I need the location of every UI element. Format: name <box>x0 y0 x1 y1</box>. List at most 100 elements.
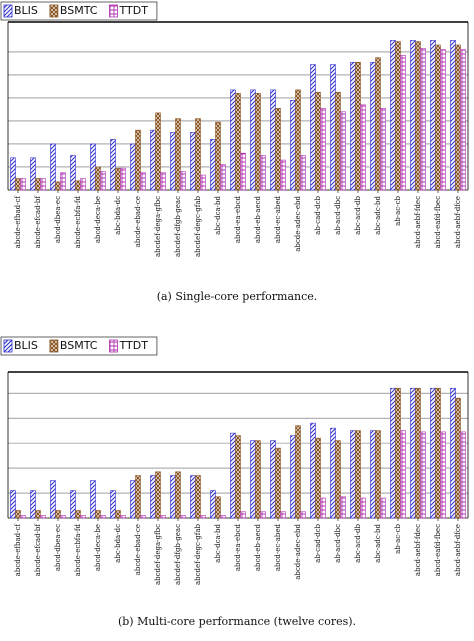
bar <box>430 40 436 191</box>
bar <box>95 510 101 519</box>
bar <box>175 118 181 191</box>
bar <box>215 121 221 191</box>
x-tick-label: abcde-efbad-cf <box>14 523 22 577</box>
bar <box>115 167 121 191</box>
bar <box>290 99 296 191</box>
x-tick-label: abc-adc-bd <box>374 523 382 562</box>
bar <box>340 111 346 191</box>
x-tick-label: ab-acd-dbc <box>334 196 342 235</box>
bar <box>220 164 226 191</box>
bar <box>300 511 306 519</box>
bar <box>340 496 346 519</box>
bar <box>130 143 136 191</box>
bar <box>170 132 176 191</box>
x-tick-label: abc-acd-db <box>354 523 362 562</box>
bar <box>280 159 286 191</box>
legend-swatch <box>3 4 13 18</box>
x-tick-label: abc-dca-bd <box>214 523 222 562</box>
bar <box>10 157 16 191</box>
bar <box>40 178 46 191</box>
bar <box>210 490 216 519</box>
bar <box>270 440 276 519</box>
bar <box>160 172 166 191</box>
bar <box>240 511 246 519</box>
x-tick-label: abcd-eb-aecd <box>254 523 262 571</box>
bar <box>330 427 336 519</box>
bar <box>270 89 276 191</box>
bar <box>395 387 401 519</box>
bar <box>400 430 406 519</box>
x-tick-label: abcd-aebf-dfce <box>454 196 462 248</box>
bar <box>170 475 176 519</box>
x-tick-label: abcd-deca-be <box>94 196 102 243</box>
bar <box>110 490 116 519</box>
bar <box>100 171 106 191</box>
bar <box>250 440 256 519</box>
x-tick-label: abcde-efcad-bf <box>34 195 42 249</box>
x-tick-label: abcde-ebad-ce <box>134 196 142 247</box>
bar <box>80 178 86 191</box>
bar <box>130 480 136 519</box>
bar <box>375 430 381 519</box>
bar <box>290 435 296 519</box>
bar <box>190 475 196 519</box>
bar <box>30 157 36 191</box>
x-tick-label: abcdef-dega-gfbc <box>154 524 162 585</box>
x-tick-label: abcd-aebf-fdec <box>414 196 422 248</box>
x-tick-label: abc-dca-bd <box>214 195 222 234</box>
bar <box>180 171 186 191</box>
bar <box>295 89 301 191</box>
bar <box>135 475 141 519</box>
bar <box>440 431 446 519</box>
bar <box>435 387 441 519</box>
x-tick-label: abc-bda-dc <box>114 524 122 563</box>
legend: BLIS BSMTC TTDT <box>0 336 158 356</box>
bar <box>310 422 316 519</box>
bar <box>235 435 241 519</box>
bar <box>355 61 361 191</box>
x-tick-label: ab-ac-cb <box>394 195 402 225</box>
bar <box>230 89 236 191</box>
x-tick-label: abcdef-dfgb-geac <box>174 524 182 585</box>
bar <box>55 510 61 519</box>
bar <box>350 61 356 191</box>
x-tick-label: abcd-eafd-fbec <box>434 196 442 248</box>
legend-swatch <box>109 339 118 353</box>
bar <box>15 510 21 519</box>
bar <box>355 430 361 519</box>
x-tick-label: abcd-eafd-fbec <box>434 524 442 576</box>
bar <box>100 515 106 519</box>
bar <box>390 387 396 519</box>
x-tick-label: abcd-ec-abed <box>274 195 282 243</box>
bar <box>150 129 156 191</box>
bar <box>275 447 281 519</box>
x-tick-label: ab-cad-dcb <box>314 195 322 234</box>
x-tick-label: abcde-adec-ebd <box>294 195 302 251</box>
bar <box>370 61 376 191</box>
legend-swatch <box>3 339 13 353</box>
legend-box <box>0 1 158 21</box>
x-tick-label: abc-adc-bd <box>374 195 382 234</box>
bar <box>15 178 21 191</box>
bar <box>390 40 396 191</box>
bar <box>360 497 366 519</box>
bar <box>80 515 86 519</box>
bar <box>250 89 256 191</box>
bar <box>450 40 456 191</box>
legend-label: BLIS <box>14 4 38 17</box>
x-tick-label: ab-ac-cb <box>394 523 402 553</box>
legend-swatch <box>49 339 59 353</box>
bar <box>75 510 81 519</box>
bar <box>150 475 156 519</box>
bar <box>195 118 201 191</box>
legend-swatch <box>49 4 59 18</box>
x-tick-label: abcde-ebad-ce <box>134 524 142 575</box>
bar <box>455 397 461 519</box>
bar <box>380 497 386 519</box>
bar <box>35 178 41 191</box>
x-tick-label: abcde-ecbfa-fd <box>74 195 82 248</box>
panel: BLIS BSMTC TTDT abcde-efbad-cf abcde-efcad-b… <box>0 1 469 303</box>
bar <box>320 497 326 519</box>
bar <box>120 167 126 191</box>
